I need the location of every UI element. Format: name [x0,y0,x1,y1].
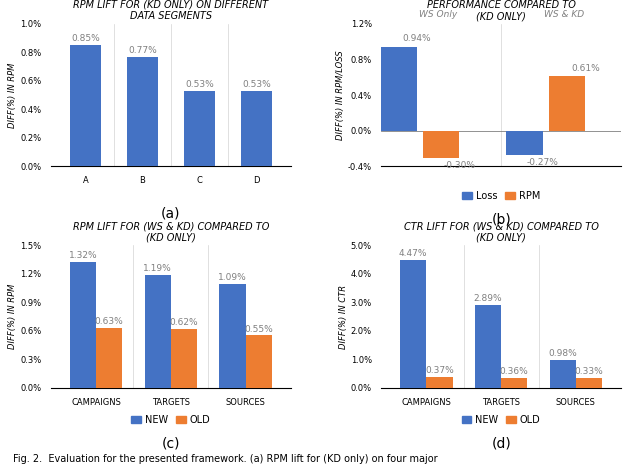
Text: (c): (c) [162,437,180,450]
Text: 2.89%: 2.89% [474,294,502,303]
Y-axis label: DIFF(%) IN RPM: DIFF(%) IN RPM [8,284,17,349]
Bar [380,47,417,131]
Text: (d): (d) [492,437,511,450]
Bar [70,45,101,166]
Text: WS Only: WS Only [419,10,458,19]
Text: 1.19%: 1.19% [143,263,172,272]
Bar [220,284,246,388]
Text: (b): (b) [492,212,511,226]
Text: -0.27%: -0.27% [527,158,559,167]
Text: 0.55%: 0.55% [244,324,273,333]
Text: 0.94%: 0.94% [403,34,431,44]
Title: RPM LIFT FOR (WS & KD) COMPARED TO
(KD ONLY): RPM LIFT FOR (WS & KD) COMPARED TO (KD O… [73,221,269,243]
Bar [422,131,460,158]
Bar [548,76,586,131]
Bar [400,260,426,388]
Bar [246,335,272,388]
Text: 0.85%: 0.85% [71,35,100,44]
Y-axis label: DIFF(%) IN CTR: DIFF(%) IN CTR [339,284,348,349]
Text: -0.30%: -0.30% [444,161,476,170]
Title: CTR LIFT FOR (WS & KD) COMPARED TO
(KD ONLY): CTR LIFT FOR (WS & KD) COMPARED TO (KD O… [404,221,598,243]
Text: 0.33%: 0.33% [575,368,604,377]
Bar [145,274,171,388]
Text: 1.32%: 1.32% [68,251,97,260]
Text: 0.53%: 0.53% [242,80,271,89]
Text: 0.62%: 0.62% [170,318,198,327]
Text: 0.36%: 0.36% [500,367,529,376]
Bar [171,329,197,388]
Legend: Loss, RPM: Loss, RPM [458,187,544,204]
Bar [96,328,122,388]
Bar [506,131,543,155]
Text: 0.61%: 0.61% [571,64,600,73]
Title: RPM LIFT FOR (KD ONLY) ON DIFFERENT
DATA SEGMENTS: RPM LIFT FOR (KD ONLY) ON DIFFERENT DATA… [74,0,268,21]
Text: Fig. 2.  Evaluation for the presented framework. (a) RPM lift for (KD only) on f: Fig. 2. Evaluation for the presented fra… [13,454,437,464]
Text: 0.37%: 0.37% [425,366,454,375]
Bar [241,91,272,166]
Text: 0.53%: 0.53% [185,80,214,89]
Bar [475,305,501,388]
Bar [70,262,96,388]
Text: (a): (a) [161,207,180,220]
Bar [426,377,452,388]
Bar [550,360,576,388]
Legend: NEW, OLD: NEW, OLD [127,411,214,429]
Text: 1.09%: 1.09% [218,273,247,282]
Bar [501,377,527,388]
Title: PERFORMANCE COMPARED TO
(KD ONLY): PERFORMANCE COMPARED TO (KD ONLY) [427,0,575,21]
Y-axis label: DIFF(%) IN RPM/LOSS: DIFF(%) IN RPM/LOSS [336,50,345,140]
Legend: NEW, OLD: NEW, OLD [458,411,545,429]
Text: 0.63%: 0.63% [95,317,124,326]
Text: WS & KD: WS & KD [544,10,584,19]
Text: 4.47%: 4.47% [399,249,428,258]
Bar [576,378,602,388]
Text: 0.98%: 0.98% [548,349,577,358]
Y-axis label: DIFF(%) IN RPM: DIFF(%) IN RPM [8,62,17,128]
Bar [184,91,215,166]
Text: 0.77%: 0.77% [128,46,157,55]
Bar [127,56,158,166]
